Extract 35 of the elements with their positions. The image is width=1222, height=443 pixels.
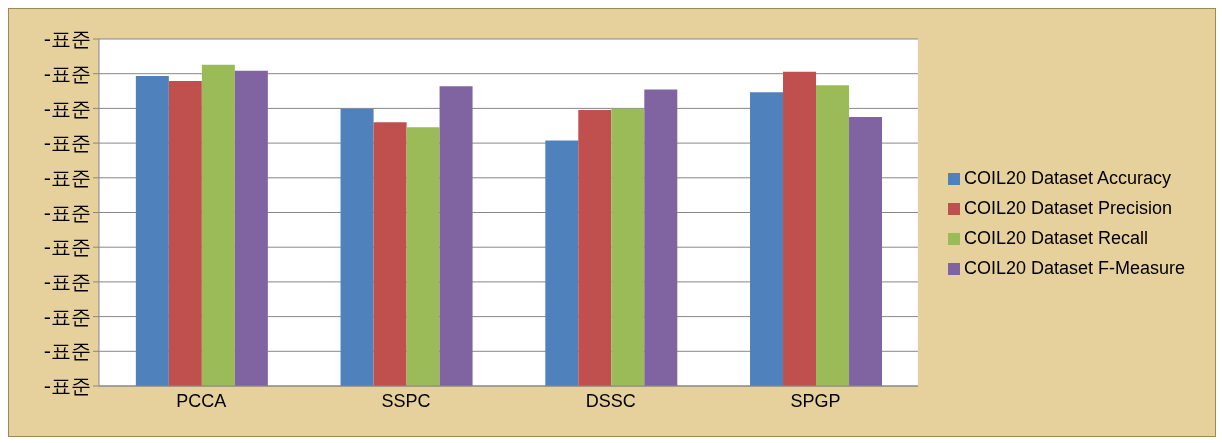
text: -표준 bbox=[43, 131, 91, 156]
bar bbox=[578, 110, 612, 386]
x-tick-label: SSPC bbox=[381, 390, 431, 411]
legend-label: COIL20 Dataset Recall bbox=[963, 227, 1148, 248]
text: -표준 bbox=[43, 27, 91, 52]
bar bbox=[611, 108, 645, 386]
bar bbox=[644, 89, 678, 386]
legend-label: COIL20 Dataset Accuracy bbox=[963, 167, 1172, 188]
x-tick-label: DSSC bbox=[585, 390, 636, 411]
x-tick-label: SPGP bbox=[790, 390, 841, 411]
text: -표준 bbox=[43, 304, 91, 329]
bar bbox=[340, 108, 374, 386]
legend-label: COIL20 Dataset F-Measure bbox=[963, 257, 1185, 278]
legend-label: COIL20 Dataset Precision bbox=[963, 197, 1173, 218]
bar bbox=[439, 86, 473, 386]
text: -표준 bbox=[43, 96, 91, 121]
text: -표준 bbox=[43, 270, 91, 294]
bar bbox=[545, 140, 579, 386]
text: -표준 bbox=[43, 339, 91, 364]
text: -표준 bbox=[43, 165, 91, 190]
text: -표준 bbox=[43, 61, 91, 86]
x-tick-label: PCCA bbox=[176, 390, 227, 411]
bar bbox=[406, 127, 440, 386]
text: -표준 bbox=[43, 200, 91, 225]
bar bbox=[373, 122, 407, 386]
bar bbox=[816, 85, 850, 386]
bar bbox=[135, 75, 169, 386]
bar bbox=[201, 64, 235, 386]
bar bbox=[783, 71, 817, 386]
text: -표준 bbox=[43, 235, 91, 260]
text: -표준 bbox=[43, 374, 91, 399]
bar bbox=[849, 117, 883, 386]
bar bbox=[234, 70, 268, 386]
bar bbox=[750, 92, 784, 386]
bar bbox=[168, 81, 202, 386]
